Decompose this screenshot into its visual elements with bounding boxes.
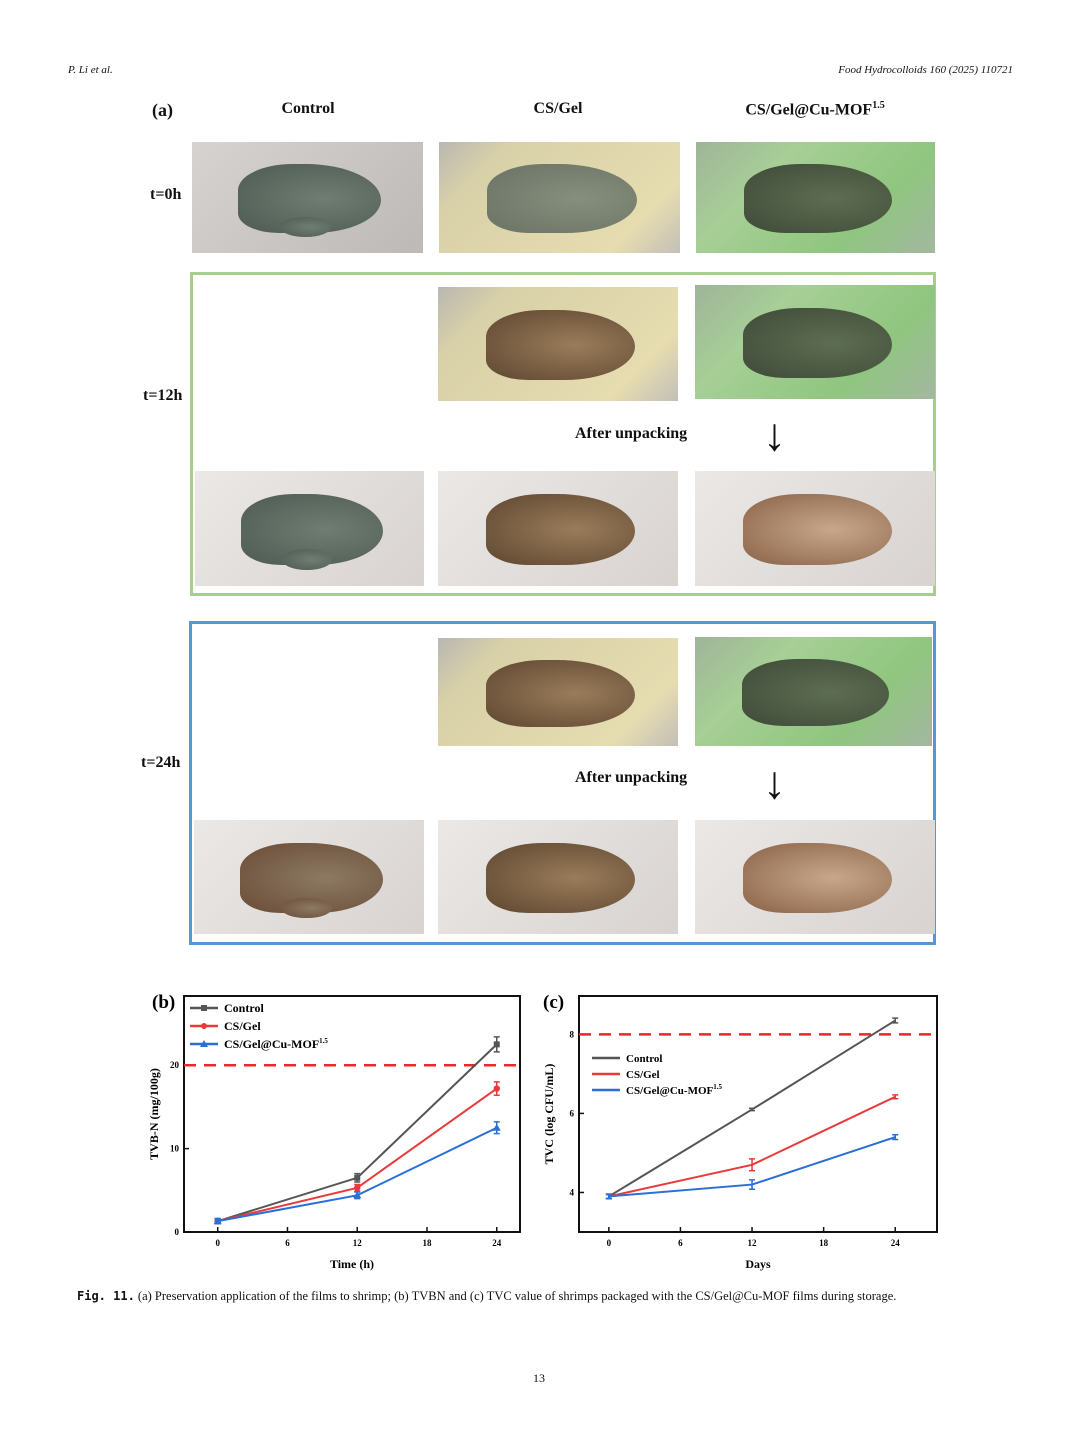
row-label-24h: t=24h [141,754,181,771]
photo-csgel-0h [439,142,680,253]
photo-control-0h [192,142,423,253]
photo-control-24h [194,820,424,934]
series-line-1 [217,1087,498,1223]
running-header-journal: Food Hydrocolloids 160 (2025) 110721 [838,64,1013,76]
error-bar [605,1193,612,1200]
data-point [493,1085,500,1092]
plot-frame [578,995,938,1233]
legend-marker [200,1040,208,1047]
row-label-0h: t=0h [150,186,182,203]
x-tick-label: 6 [678,1238,683,1248]
x-tick-label: 6 [285,1238,290,1248]
caption-text: (a) Preservation application of the film… [137,1289,897,1303]
legend-label: CS/Gel [626,1069,660,1081]
data-point [493,1041,500,1048]
photo-csgel-12h-packed [438,287,678,401]
after-unpacking-label-24h: After unpacking [575,769,688,786]
y-tick-label: 0 [175,1227,180,1237]
photo-control-12h [195,471,424,586]
legend-sup: 1.5 [319,1037,328,1045]
group-24h-frame [189,621,936,945]
column-header-text: CS/Gel@Cu-MOF [745,101,873,119]
photo-mof-12h-packed [695,285,935,399]
data-point [213,1217,222,1225]
y-tick-label: 20 [170,1060,180,1070]
legend-sup: 1.5 [713,1083,722,1091]
y-tick-label: 6 [570,1108,575,1118]
photo-csgel-24h-packed [438,638,678,746]
photo-mof-12h-unpacked [695,471,935,586]
down-arrow-icon: ↓ [763,409,786,460]
row-label-12h: t=12h [143,387,183,404]
x-tick-label: 18 [819,1238,829,1248]
x-tick-label: 0 [215,1238,220,1248]
legend-label: Control [626,1053,662,1065]
legend-marker [201,1023,207,1029]
photo-mof-24h-packed [695,637,932,746]
x-tick-label: 24 [891,1238,901,1248]
panel-label: (b) [152,992,175,1013]
error-bar [892,1017,899,1024]
data-point [354,1174,361,1181]
caption-label: Fig. 11. [77,1289,135,1303]
x-axis-label: Time (h) [330,1257,374,1271]
plot-frame [183,995,521,1233]
y-tick-label: 8 [570,1029,575,1039]
x-axis-label: Days [745,1257,771,1271]
page-number: 13 [533,1371,545,1385]
photo-csgel-12h-unpacked [438,471,678,586]
error-bar [892,1134,899,1141]
y-axis-label: TVB-N (mg/100g) [147,1068,161,1160]
data-point [354,1184,361,1192]
x-tick-label: 18 [422,1238,432,1248]
column-header-csgel: CS/Gel [533,100,583,117]
legend-label: CS/Gel@Cu-MOF1.5 [224,1037,328,1051]
legend-label: CS/Gel@Cu-MOF1.5 [626,1083,722,1097]
figure-caption: Fig. 11. (a) Preservation application of… [77,1289,896,1304]
column-header-sup: 1.5 [872,100,885,111]
column-header-control: Control [281,100,335,117]
error-bar [749,1158,756,1172]
after-unpacking-label-12h: After unpacking [575,425,688,442]
error-bar [749,1107,756,1112]
legend-marker [201,1005,207,1011]
y-axis-label: TVC (log CFU/mL) [542,1064,556,1165]
error-bar [892,1094,899,1100]
x-tick-label: 12 [748,1238,758,1248]
photo-mof-24h-unpacked [695,820,935,934]
panel-label: (c) [543,992,564,1013]
y-tick-label: 10 [170,1144,180,1154]
data-point [492,1123,501,1131]
panel-a-label: (a) [152,100,173,120]
down-arrow-icon: ↓ [763,757,786,808]
x-tick-label: 0 [607,1238,612,1248]
column-header-csgel-cumof: CS/Gel@Cu-MOF1.5 [745,100,884,119]
photo-csgel-24h-unpacked [438,820,678,934]
x-tick-label: 24 [492,1238,502,1248]
running-header-authors: P. Li et al. [68,64,113,76]
error-bar [749,1179,756,1191]
group-12h-frame [190,272,936,596]
legend-label: CS/Gel [224,1019,261,1033]
data-point [353,1191,362,1199]
x-tick-label: 12 [353,1238,363,1248]
legend-label: Control [224,1001,264,1015]
y-tick-label: 4 [570,1187,575,1197]
photo-mof-0h [696,142,935,253]
